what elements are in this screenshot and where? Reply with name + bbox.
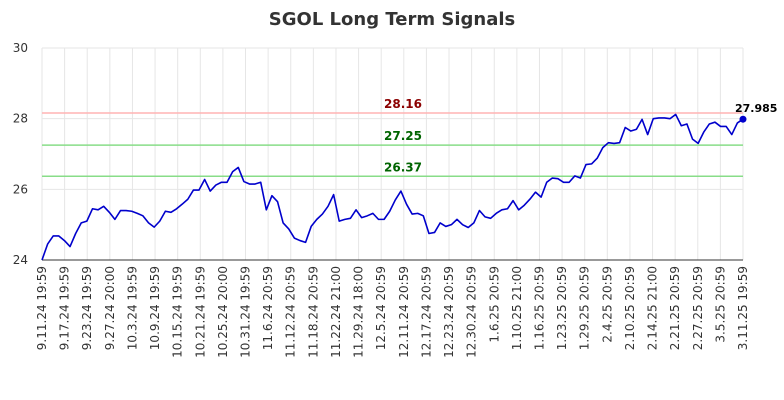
x-tick-label: 10.3.24 19:59 <box>125 266 139 350</box>
x-tick-label: 2.10.25 20:59 <box>623 266 637 350</box>
price-line <box>41 113 744 261</box>
support-line-label: 27.25 <box>384 129 422 143</box>
price-series: 27.985 <box>41 102 777 261</box>
x-tick-label: 2.27.25 20:59 <box>691 266 705 350</box>
x-tick-label: 12.5.24 20:59 <box>374 266 388 350</box>
x-tick-label: 9.11.24 19:59 <box>35 266 49 350</box>
x-tick-label: 1.16.25 20:59 <box>532 266 546 350</box>
x-tick-label: 11.22.24 21:00 <box>329 266 343 358</box>
grid <box>41 47 744 261</box>
x-tick-label: 10.21.24 19:59 <box>193 266 207 358</box>
resistance-line-label: 28.16 <box>384 97 422 111</box>
y-tick-label: 24 <box>13 253 28 267</box>
x-tick-label: 2.21.25 20:59 <box>668 266 682 350</box>
x-tick-label: 1.23.25 20:59 <box>555 266 569 350</box>
x-tick-label: 1.6.25 20:59 <box>487 266 501 343</box>
x-tick-label: 9.17.24 19:59 <box>58 266 72 350</box>
y-tick-label: 26 <box>13 182 28 196</box>
tick-labels: 24 26 28 30 9.11.24 19:59 9.17.24 19:59 9.23.2… <box>13 41 750 358</box>
chart-title: SGOL Long Term Signals <box>269 9 515 30</box>
x-tick-label: 3.5.25 20:59 <box>713 266 727 343</box>
y-tick-label: 28 <box>13 112 28 126</box>
support-line-label: 26.37 <box>384 160 422 174</box>
y-tick-label: 30 <box>13 41 28 55</box>
x-tick-label: 11.12.24 20:59 <box>284 266 298 358</box>
x-tick-label: 10.9.24 19:59 <box>148 266 162 350</box>
x-tick-label: 12.11.24 20:59 <box>397 266 411 358</box>
x-tick-label: 9.27.24 20:00 <box>103 266 117 350</box>
x-tick-label: 12.17.24 20:59 <box>419 266 433 358</box>
x-tick-label: 2.14.25 21:00 <box>646 266 660 350</box>
x-tick-label: 1.29.25 20:59 <box>578 266 592 350</box>
x-tick-label: 10.25.24 20:00 <box>216 266 230 358</box>
x-tick-label: 12.23.24 20:59 <box>442 266 456 358</box>
x-tick-label: 10.31.24 19:59 <box>239 266 253 358</box>
x-tick-label: 1.10.25 21:00 <box>510 266 524 350</box>
x-tick-label: 12.30.24 20:59 <box>465 266 479 358</box>
signal-lines: 28.16 27.25 26.37 <box>42 97 743 178</box>
x-tick-label: 9.23.24 19:59 <box>80 266 94 350</box>
last-point-marker <box>739 115 747 123</box>
x-tick-label: 3.11.25 19:59 <box>736 266 750 350</box>
x-tick-label: 10.15.24 19:59 <box>171 266 185 358</box>
x-tick-label: 11.18.24 20:59 <box>306 266 320 358</box>
x-tick-label: 2.4.25 20:59 <box>600 266 614 343</box>
x-tick-label: 11.6.24 20:59 <box>261 266 275 350</box>
x-tick-label: 11.29.24 18:00 <box>352 266 366 358</box>
last-point-label: 27.985 <box>735 102 777 115</box>
